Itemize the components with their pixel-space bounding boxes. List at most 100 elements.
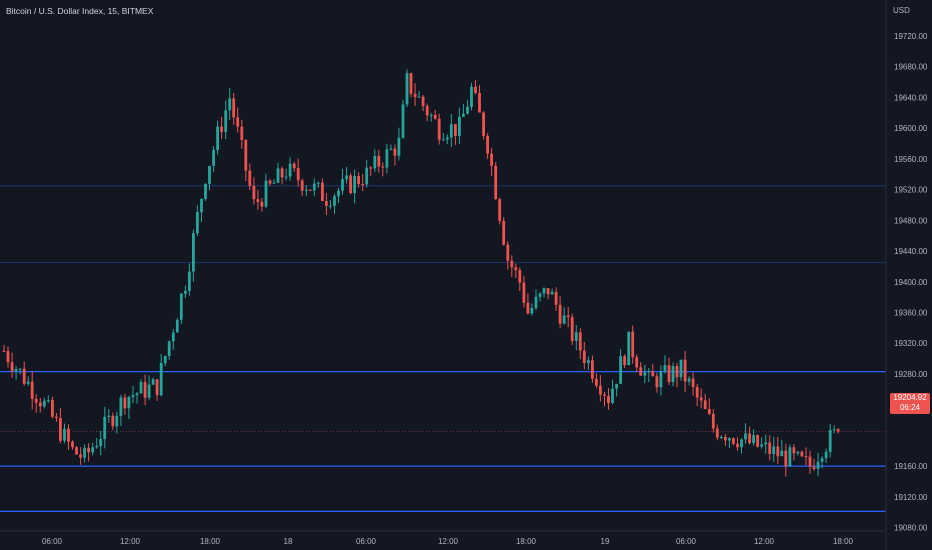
candle bbox=[341, 169, 344, 195]
candle bbox=[470, 82, 473, 111]
candle bbox=[635, 354, 639, 373]
candle bbox=[365, 159, 369, 188]
candle bbox=[736, 437, 739, 451]
candle bbox=[615, 383, 618, 397]
price-tick-label: 19320.00 bbox=[894, 339, 928, 348]
candle bbox=[260, 198, 264, 212]
price-tick-label: 19120.00 bbox=[894, 493, 928, 502]
candle bbox=[836, 428, 840, 434]
candle bbox=[772, 436, 776, 462]
candle bbox=[619, 349, 622, 384]
candle bbox=[808, 450, 812, 474]
candle bbox=[546, 288, 550, 300]
candle bbox=[103, 406, 107, 449]
candle bbox=[691, 372, 695, 396]
candle bbox=[151, 377, 155, 385]
price-tick-label: 19680.00 bbox=[894, 63, 928, 72]
candle bbox=[792, 444, 796, 461]
candle bbox=[155, 379, 159, 401]
candle bbox=[337, 188, 340, 203]
candle bbox=[780, 440, 784, 457]
candle bbox=[208, 165, 211, 191]
candle bbox=[272, 179, 276, 184]
horizontal-levels bbox=[0, 185, 886, 513]
candle bbox=[756, 434, 759, 448]
candle bbox=[506, 241, 510, 270]
candle bbox=[2, 344, 6, 353]
candle bbox=[627, 331, 631, 366]
candle bbox=[502, 217, 506, 246]
candle bbox=[425, 103, 429, 121]
candle bbox=[554, 287, 558, 311]
candle bbox=[812, 458, 816, 471]
candle bbox=[542, 287, 546, 298]
candles bbox=[2, 69, 840, 477]
candle bbox=[421, 95, 425, 112]
candle bbox=[389, 144, 393, 151]
time-tick-label: 18:00 bbox=[833, 537, 854, 546]
candle bbox=[55, 412, 58, 422]
candle bbox=[413, 83, 417, 106]
candle bbox=[514, 263, 518, 279]
candle bbox=[675, 362, 679, 388]
time-tick-label: 12:00 bbox=[438, 537, 459, 546]
candle bbox=[820, 456, 824, 469]
candle bbox=[87, 443, 90, 462]
candle bbox=[284, 168, 288, 181]
candle bbox=[228, 88, 232, 120]
candle bbox=[409, 72, 413, 98]
time-tick-label: 19 bbox=[601, 537, 610, 546]
candle bbox=[296, 158, 300, 187]
candle bbox=[582, 342, 586, 370]
time-tick-label: 18:00 bbox=[200, 537, 221, 546]
price-tick-label: 19640.00 bbox=[894, 93, 928, 102]
candle bbox=[240, 119, 244, 149]
candle bbox=[607, 388, 610, 410]
candle bbox=[728, 437, 731, 448]
chart-title: Bitcoin / U.S. Dollar Index, 15, BITMEX bbox=[6, 6, 154, 16]
candle bbox=[518, 267, 522, 291]
candle bbox=[796, 450, 800, 456]
candle bbox=[167, 340, 171, 360]
candle bbox=[95, 438, 99, 449]
candle bbox=[196, 205, 199, 237]
candle bbox=[264, 173, 268, 209]
candle bbox=[651, 363, 655, 377]
candle bbox=[159, 353, 163, 397]
candle bbox=[466, 100, 469, 115]
price-tick-label: 19080.00 bbox=[894, 524, 928, 533]
candle bbox=[147, 375, 151, 401]
candle bbox=[816, 452, 820, 477]
candle bbox=[325, 193, 328, 215]
candle bbox=[59, 408, 62, 444]
candle bbox=[764, 434, 768, 454]
candle bbox=[711, 409, 715, 433]
candle bbox=[788, 444, 792, 467]
time-axis: 06:00 12:00 18:00 18 06:00 12:00 18:00 19 06:00 1… bbox=[42, 537, 854, 546]
candle bbox=[300, 178, 304, 196]
candle bbox=[175, 318, 179, 333]
candle bbox=[127, 395, 131, 419]
candle bbox=[143, 374, 147, 406]
currency-label: USD bbox=[893, 6, 910, 15]
candle bbox=[381, 162, 385, 177]
candle bbox=[292, 161, 296, 172]
candle bbox=[361, 174, 365, 192]
candle bbox=[6, 346, 10, 368]
candle bbox=[188, 263, 191, 296]
candle bbox=[474, 80, 477, 95]
candle bbox=[333, 193, 336, 214]
candle bbox=[268, 178, 272, 186]
candle bbox=[417, 90, 421, 98]
candle bbox=[482, 111, 485, 140]
candle bbox=[683, 350, 687, 393]
candle bbox=[353, 169, 356, 204]
candle bbox=[800, 450, 804, 458]
candle bbox=[401, 99, 405, 139]
candle bbox=[574, 324, 578, 351]
candle bbox=[63, 423, 66, 444]
candle bbox=[724, 434, 727, 446]
candle bbox=[744, 423, 747, 444]
candle bbox=[530, 303, 534, 316]
